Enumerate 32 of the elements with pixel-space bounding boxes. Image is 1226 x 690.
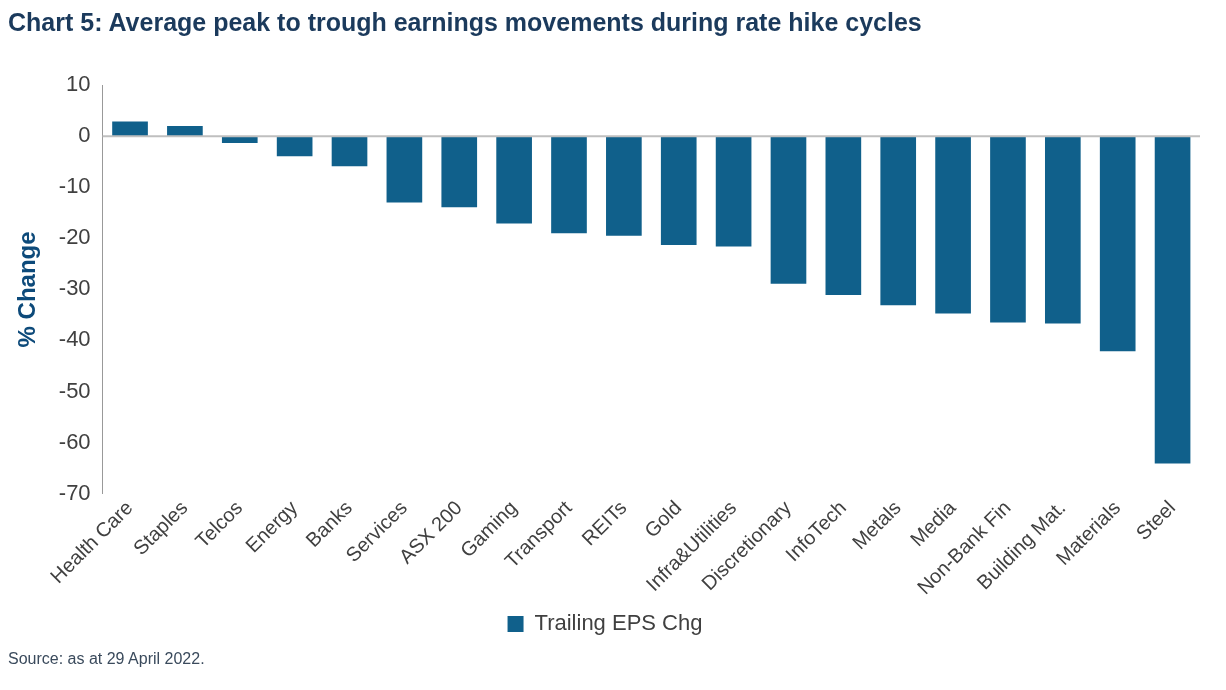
y-tick-label: -30: [58, 275, 91, 301]
y-tick-label: -50: [58, 377, 91, 403]
bar: [112, 121, 148, 137]
y-tick-label: -10: [58, 173, 91, 199]
y-tick-label: 10: [66, 71, 91, 97]
bar: [496, 136, 532, 224]
bar: [660, 136, 697, 245]
bar: [276, 136, 313, 157]
bar: [606, 136, 642, 236]
y-tick-label: -70: [58, 479, 91, 505]
y-tick-label: -60: [58, 428, 91, 454]
bar: [825, 136, 862, 295]
y-tick-label: -20: [58, 224, 91, 250]
bar: [386, 136, 423, 203]
bar: [221, 136, 258, 143]
bar: [880, 136, 917, 306]
bar: [331, 136, 368, 167]
source-note: Source: as at 29 April 2022.: [8, 650, 205, 668]
bar: [990, 136, 1026, 323]
bar: [770, 136, 807, 284]
bar: [1154, 136, 1191, 464]
bar: [551, 136, 587, 234]
bar: [1044, 136, 1081, 324]
bar: [715, 136, 752, 247]
legend-label: Trailing EPS Chg: [534, 610, 703, 636]
bar: [1099, 136, 1136, 352]
y-tick-label: -40: [58, 326, 91, 352]
y-tick-label: 0: [78, 122, 91, 148]
y-axis-title: % Change: [13, 231, 41, 348]
bar: [935, 136, 971, 314]
bar: [441, 136, 478, 208]
chart-title: Chart 5: Average peak to trough earnings movements during rate hike cycles: [8, 8, 922, 37]
